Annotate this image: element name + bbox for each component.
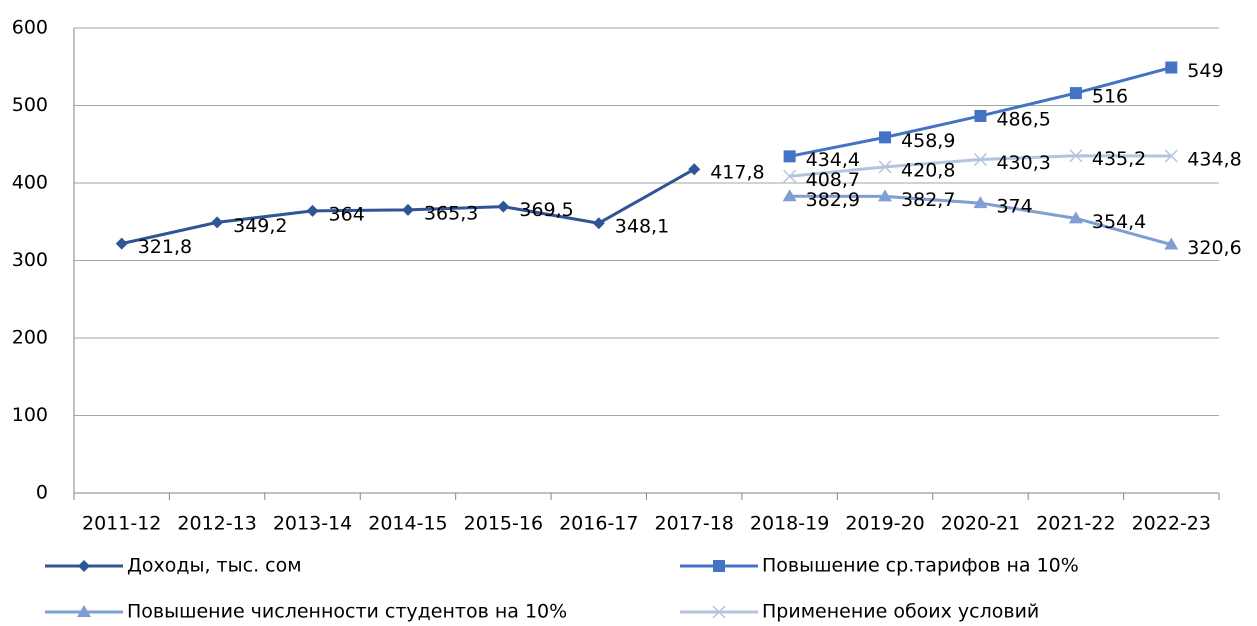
x-tick-label: 2015-16 xyxy=(464,513,543,535)
data-label: 434,8 xyxy=(1187,149,1241,171)
data-label: 382,9 xyxy=(806,189,860,211)
marker xyxy=(688,163,701,176)
data-label: 417,8 xyxy=(710,162,764,184)
y-tick-label: 500 xyxy=(12,94,48,116)
data-label: 549 xyxy=(1187,60,1223,82)
marker xyxy=(497,200,510,213)
marker xyxy=(1165,61,1178,74)
data-label: 458,9 xyxy=(901,130,955,152)
marker xyxy=(783,150,796,163)
marker xyxy=(1164,149,1178,163)
data-label: 434,4 xyxy=(806,149,860,171)
x-tick-label: 2013-14 xyxy=(273,513,352,535)
marker xyxy=(783,169,797,183)
data-label: 374 xyxy=(996,196,1032,218)
x-tick-label: 2019-20 xyxy=(845,513,924,535)
data-label: 382,7 xyxy=(901,189,955,211)
data-label: 516 xyxy=(1092,86,1128,108)
marker xyxy=(973,196,988,209)
data-label: 364 xyxy=(329,203,365,225)
x-tick-label: 2021-22 xyxy=(1036,513,1115,535)
data-label: 348,1 xyxy=(615,216,669,238)
marker xyxy=(1164,237,1179,250)
x-tick-label: 2020-21 xyxy=(941,513,1020,535)
legend-label: Применение обоих условий xyxy=(762,601,1039,623)
marker xyxy=(306,204,319,217)
y-tick-label: 100 xyxy=(12,404,48,426)
marker xyxy=(973,152,987,167)
data-label: 420,8 xyxy=(901,159,955,181)
marker xyxy=(1069,149,1083,163)
marker xyxy=(1069,87,1082,100)
y-tick-label: 300 xyxy=(12,249,48,271)
y-tick-label: 200 xyxy=(12,327,48,349)
data-label: 349,2 xyxy=(233,215,287,237)
marker xyxy=(77,605,91,617)
data-label: 430,3 xyxy=(996,152,1050,174)
y-tick-label: 600 xyxy=(12,17,48,39)
x-tick-label: 2018-19 xyxy=(750,513,829,535)
data-label: 435,2 xyxy=(1092,148,1146,170)
data-label: 486,5 xyxy=(996,108,1050,130)
y-tick-label: 400 xyxy=(12,172,48,194)
data-label: 369,5 xyxy=(519,199,573,221)
legend-label: Повышение ср.тарифов на 10% xyxy=(762,555,1079,577)
data-label: 354,4 xyxy=(1092,211,1146,233)
data-label: 365,3 xyxy=(424,202,478,224)
marker xyxy=(592,217,605,230)
x-tick-label: 2012-13 xyxy=(177,513,256,535)
marker xyxy=(713,560,725,572)
legend-label: Повышение численности студентов на 10% xyxy=(127,601,567,623)
data-label: 321,8 xyxy=(138,236,192,258)
marker xyxy=(879,131,892,144)
marker xyxy=(974,109,987,122)
marker xyxy=(782,189,797,202)
marker xyxy=(115,237,128,250)
marker xyxy=(211,216,224,229)
x-tick-label: 2017-18 xyxy=(655,513,734,535)
marker xyxy=(1068,211,1083,224)
x-tick-label: 2016-17 xyxy=(559,513,638,535)
marker xyxy=(878,189,893,202)
y-tick-label: 0 xyxy=(36,482,48,504)
marker xyxy=(878,160,892,174)
x-tick-label: 2011-12 xyxy=(82,513,161,535)
x-tick-label: 2022-23 xyxy=(1132,513,1211,535)
marker xyxy=(78,560,90,572)
marker xyxy=(712,605,726,619)
marker xyxy=(401,203,414,216)
x-tick-label: 2014-15 xyxy=(368,513,447,535)
legend-label: Доходы, тыс. сом xyxy=(127,555,302,577)
data-label: 408,7 xyxy=(806,169,860,191)
data-label: 320,6 xyxy=(1187,237,1241,259)
